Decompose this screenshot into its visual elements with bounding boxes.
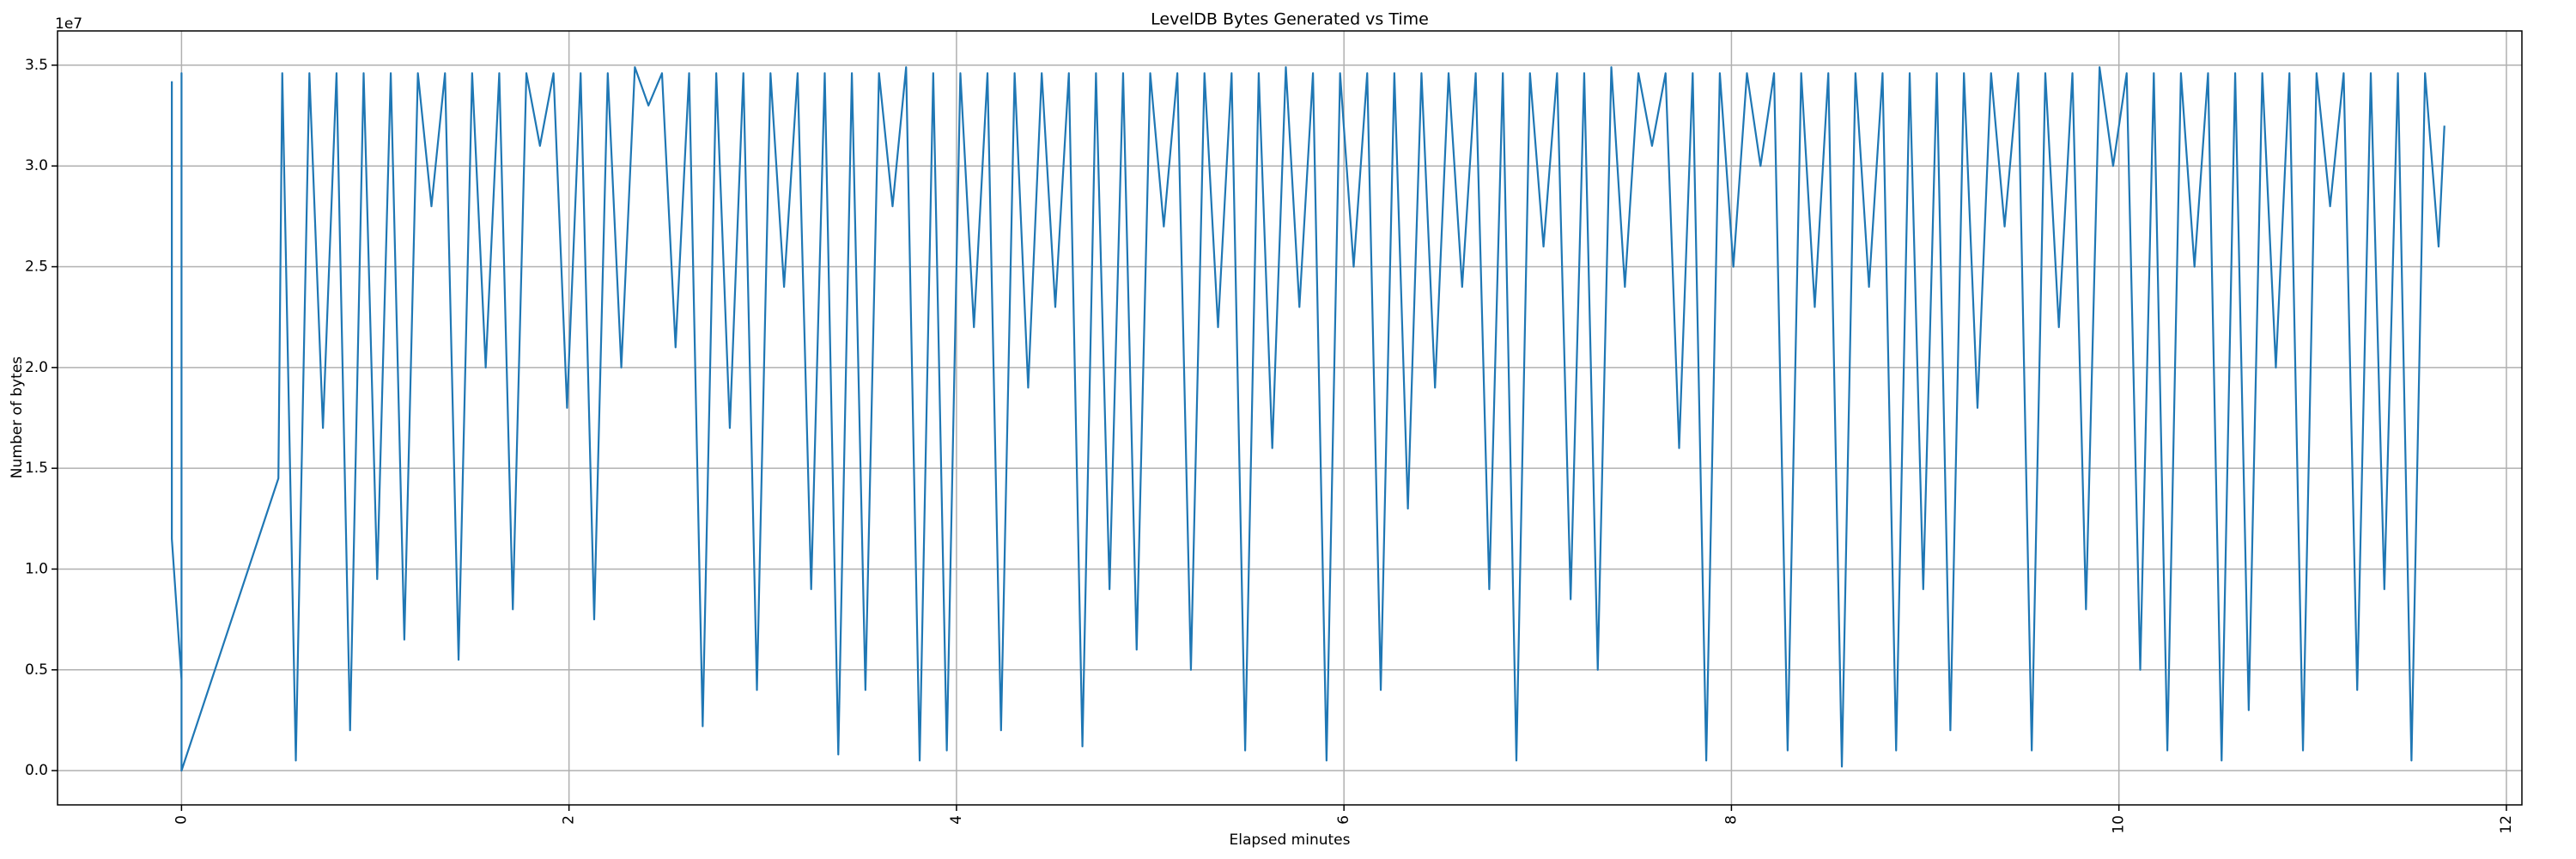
y-tick-label: 0.0 [25,762,48,779]
x-axis-label: Elapsed minutes [1230,832,1351,849]
x-tick-label: 10 [2111,815,2128,834]
chart-title: LevelDB Bytes Generated vs Time [1151,10,1429,29]
x-tick-label: 2 [561,815,578,825]
y-tick-label: 0.5 [25,661,48,679]
y-tick-label: 1.0 [25,560,48,577]
y-offset-label: 1e7 [55,15,82,33]
y-tick-label: 3.0 [25,157,48,174]
x-tick-label: 12 [2498,815,2515,834]
x-tick-label: 8 [1722,815,1740,825]
y-tick-label: 2.5 [25,259,48,276]
y-axis-label: Number of bytes [9,356,26,478]
y-tick-label: 1.5 [25,460,48,477]
y-tick-label: 3.5 [25,57,48,74]
y-tick-label: 2.0 [25,359,48,376]
x-tick-label: 0 [173,815,190,825]
x-tick-label: 4 [948,815,965,825]
data-line [171,66,2445,772]
plot-frame [57,30,2523,806]
x-tick-label: 6 [1335,815,1352,825]
